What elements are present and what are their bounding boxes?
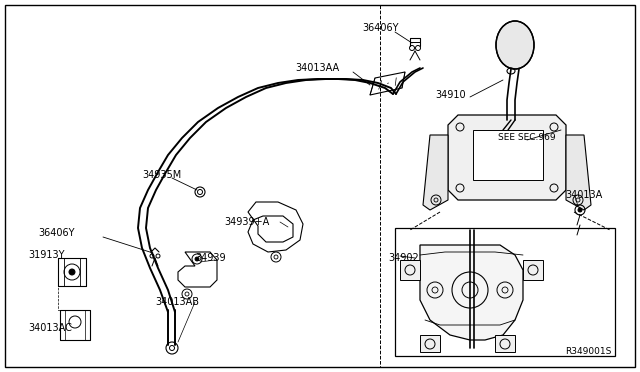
Ellipse shape xyxy=(496,21,534,69)
Polygon shape xyxy=(523,260,543,280)
Text: 34902: 34902 xyxy=(388,253,419,263)
Circle shape xyxy=(578,208,582,212)
Polygon shape xyxy=(495,335,515,352)
Polygon shape xyxy=(248,202,303,252)
Text: 36406Y: 36406Y xyxy=(362,23,399,33)
Text: 36406Y: 36406Y xyxy=(38,228,74,238)
Polygon shape xyxy=(448,115,566,200)
Text: 34935M: 34935M xyxy=(142,170,181,180)
Circle shape xyxy=(69,269,75,275)
Text: 34013AC: 34013AC xyxy=(28,323,72,333)
Polygon shape xyxy=(178,252,217,287)
Text: 34910: 34910 xyxy=(435,90,466,100)
Bar xyxy=(473,130,543,180)
Text: 34013A: 34013A xyxy=(565,190,602,200)
Text: SEE SEC.969: SEE SEC.969 xyxy=(498,134,556,142)
Text: 34939+A: 34939+A xyxy=(225,217,270,227)
Text: 34013AA: 34013AA xyxy=(295,63,339,73)
Circle shape xyxy=(195,257,199,261)
Polygon shape xyxy=(420,335,440,352)
Text: 34939: 34939 xyxy=(195,253,226,263)
Text: R349001S: R349001S xyxy=(565,347,611,356)
Bar xyxy=(395,228,615,356)
Polygon shape xyxy=(566,135,591,210)
Polygon shape xyxy=(423,135,448,210)
Text: 31913Y: 31913Y xyxy=(28,250,65,260)
Text: 34013AB: 34013AB xyxy=(155,297,199,307)
Polygon shape xyxy=(370,72,405,95)
Polygon shape xyxy=(420,245,523,340)
Polygon shape xyxy=(400,260,420,280)
